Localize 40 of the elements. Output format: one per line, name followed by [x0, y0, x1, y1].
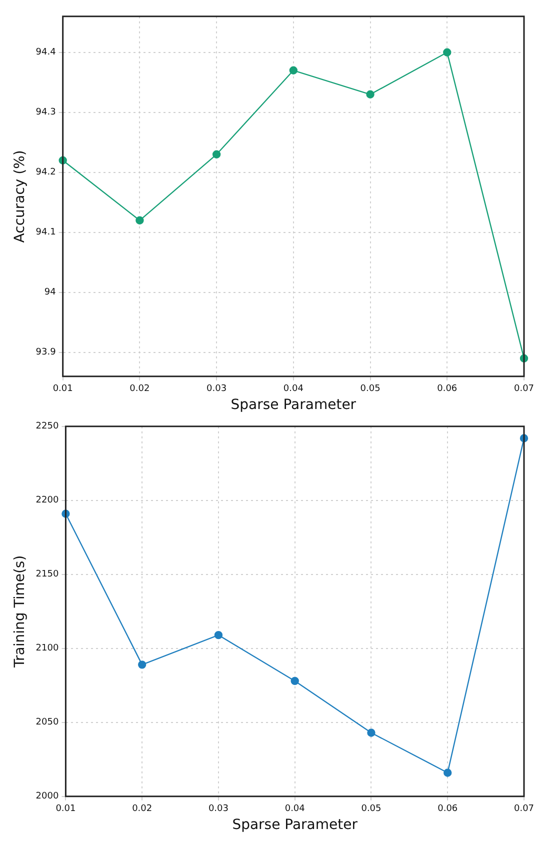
y-tick-label: 94.1 — [36, 228, 56, 238]
x-tick-label: 0.04 — [283, 384, 304, 394]
point — [136, 216, 144, 224]
x-axis-title: Sparse Parameter — [230, 397, 356, 414]
y-axis-title: Accuracy (%) — [12, 150, 28, 243]
x-tick-label: 0.01 — [56, 804, 76, 814]
point — [138, 660, 146, 669]
x-tick-label: 0.04 — [284, 804, 306, 814]
y-tick-label: 2200 — [36, 496, 59, 506]
y-tick-label: 2150 — [36, 570, 59, 580]
point — [367, 728, 376, 737]
y-tick-label: 94.4 — [36, 48, 56, 58]
x-axis-title: Sparse Parameter — [232, 817, 358, 834]
point — [290, 676, 299, 686]
y-tick-label: 94 — [44, 288, 56, 298]
x-tick-label: 0.06 — [438, 804, 458, 814]
y-tick-label: 2000 — [36, 792, 59, 802]
point — [444, 768, 452, 777]
y-tick-label: 94.3 — [36, 108, 56, 118]
x-tick-label: 0.02 — [130, 384, 150, 394]
x-tick-label: 0.07 — [514, 804, 534, 814]
x-tick-label: 0.06 — [437, 384, 458, 394]
y-tick-label: 2250 — [36, 422, 59, 432]
x-tick-label: 0.01 — [52, 384, 73, 394]
y-axis-title: Training Time(s) — [12, 555, 28, 668]
y-tick-label: 94.2 — [36, 168, 56, 178]
y-tick-label: 2050 — [36, 718, 59, 728]
x-tick-label: 0.03 — [208, 804, 228, 814]
point — [214, 630, 223, 640]
x-tick-label: 0.02 — [132, 804, 152, 814]
x-tick-label: 0.05 — [361, 804, 382, 814]
x-tick-label: 0.03 — [206, 384, 227, 394]
y-tick-label: 93.9 — [36, 348, 56, 358]
point — [212, 150, 221, 158]
x-tick-label: 0.07 — [514, 384, 534, 394]
point — [289, 66, 298, 74]
point — [366, 90, 374, 98]
x-tick-label: 0.05 — [360, 384, 380, 394]
y-tick-label: 2100 — [36, 644, 59, 654]
point — [443, 48, 452, 56]
